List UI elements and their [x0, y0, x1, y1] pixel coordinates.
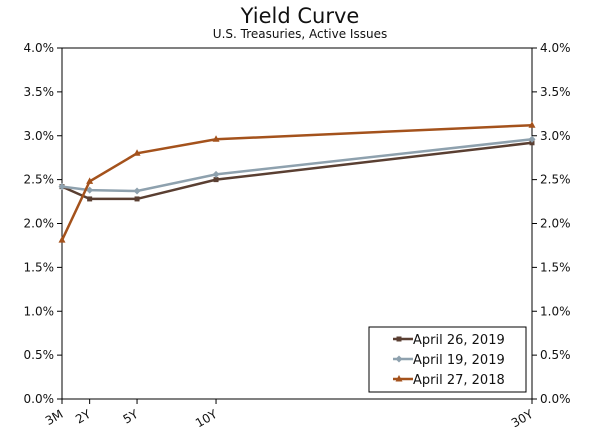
legend-label: April 19, 2019 — [413, 353, 505, 368]
x-tick-label: 3M — [43, 407, 66, 428]
y-tick-label-left: 3.5% — [24, 85, 55, 99]
y-tick-label-left: 3.0% — [24, 129, 55, 143]
legend-label: April 26, 2019 — [413, 333, 505, 348]
y-tick-label-right: 0.5% — [540, 348, 571, 362]
x-tick-label: 2Y — [73, 407, 94, 427]
y-tick-label-left: 0.0% — [24, 392, 55, 406]
y-tick-label-right: 2.0% — [540, 217, 571, 231]
y-tick-label-left: 1.5% — [24, 260, 55, 274]
data-point-marker — [87, 196, 93, 202]
legend-label: April 27, 2018 — [413, 373, 505, 388]
legend-marker — [395, 375, 403, 382]
data-point-marker — [212, 170, 220, 178]
data-point-marker — [133, 149, 141, 156]
y-tick-label-right: 1.5% — [540, 260, 571, 274]
y-tick-label-right: 3.0% — [540, 129, 571, 143]
y-tick-label-left: 1.0% — [24, 304, 55, 318]
data-point-marker — [58, 183, 66, 191]
data-point-marker — [58, 236, 66, 243]
series-line-2 — [61, 138, 533, 193]
legend-marker — [396, 336, 402, 342]
y-tick-label-right: 4.0% — [540, 41, 571, 55]
data-point-marker — [529, 140, 535, 146]
x-tick-label: 10Y — [193, 407, 220, 431]
data-point-marker — [528, 135, 536, 143]
y-tick-label-left: 0.5% — [24, 348, 55, 362]
y-tick-label-right: 1.0% — [540, 304, 571, 318]
data-point-marker — [134, 196, 140, 202]
data-point-marker — [133, 187, 141, 195]
y-tick-label-left: 2.0% — [24, 217, 55, 231]
y-tick-label-right: 0.0% — [540, 392, 571, 406]
y-tick-label-left: 2.5% — [24, 173, 55, 187]
y-tick-label-left: 4.0% — [24, 41, 55, 55]
data-point-marker — [86, 186, 94, 194]
x-tick-label: 5Y — [121, 407, 142, 427]
legend-marker — [395, 355, 403, 363]
x-tick-label: 30Y — [509, 407, 536, 431]
chart-title: Yield Curve — [240, 4, 360, 28]
data-point-marker — [528, 121, 536, 128]
chart-subtitle: U.S. Treasuries, Active Issues — [212, 27, 388, 41]
data-point-marker — [212, 135, 220, 142]
y-tick-label-right: 3.5% — [540, 85, 571, 99]
y-tick-label-right: 2.5% — [540, 173, 571, 187]
data-point-marker — [86, 177, 94, 184]
data-point-marker — [213, 177, 219, 183]
series-line-3 — [60, 123, 533, 241]
